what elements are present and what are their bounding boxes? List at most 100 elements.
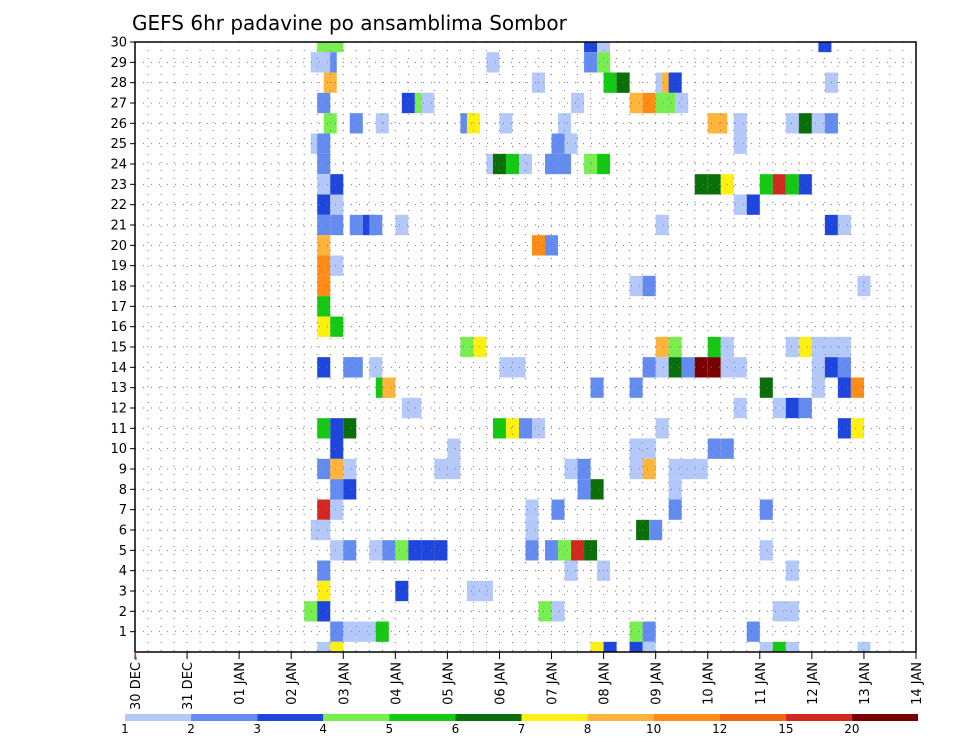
x-axis-start-marker bbox=[134, 651, 137, 661]
colorbar-swatch bbox=[389, 714, 456, 721]
heatmap-cell bbox=[551, 601, 565, 622]
heatmap-cell bbox=[317, 42, 331, 53]
heatmap-cell bbox=[642, 621, 656, 642]
heatmap-cell bbox=[629, 92, 643, 114]
y-tick-label: 30 bbox=[110, 36, 127, 51]
heatmap-cell bbox=[538, 601, 552, 622]
heatmap-cell bbox=[772, 601, 786, 622]
heatmap-cell bbox=[343, 540, 357, 561]
heatmap-cell bbox=[551, 499, 565, 520]
heatmap-cell bbox=[785, 174, 799, 195]
heatmap-cell bbox=[317, 418, 331, 439]
heatmap-cell bbox=[759, 377, 773, 398]
heatmap-cell bbox=[629, 438, 643, 459]
heatmap-cell bbox=[317, 174, 331, 195]
x-axis: 30 DEC 31 DEC 01 JAN 02 JAN 03 JAN 04 JAN 05 J… bbox=[129, 651, 925, 710]
heatmap-cell bbox=[466, 580, 480, 602]
heatmap-cell bbox=[317, 133, 331, 154]
heatmap-cell bbox=[597, 153, 611, 175]
heatmap-cell bbox=[759, 499, 773, 520]
heatmap-cell bbox=[330, 418, 344, 439]
heatmap-cell bbox=[408, 540, 422, 561]
heatmap-cell bbox=[558, 113, 572, 134]
y-tick-label: 12 bbox=[110, 402, 127, 417]
heatmap-cell bbox=[629, 641, 643, 652]
heatmap-cell bbox=[317, 296, 331, 317]
heatmap-cell bbox=[785, 601, 799, 622]
heatmap-cell bbox=[590, 479, 604, 500]
heatmap-cell bbox=[655, 418, 669, 439]
colorbar-swatch bbox=[191, 714, 258, 721]
y-tick-label: 22 bbox=[110, 198, 127, 213]
heatmap-cell bbox=[421, 92, 435, 114]
colorbar-label: 4 bbox=[319, 722, 327, 736]
colorbar-swatch bbox=[257, 714, 324, 721]
heatmap-cell bbox=[707, 336, 721, 358]
heatmap-cell bbox=[518, 153, 533, 175]
colorbar: 1 2 3 4 5 6 7 8 10 12 15 20 bbox=[121, 714, 918, 736]
heatmap-cell bbox=[629, 458, 643, 480]
heatmap-cell bbox=[668, 458, 682, 480]
colorbar-label: 12 bbox=[712, 722, 727, 736]
heatmap-cell bbox=[597, 42, 611, 53]
heatmap-cell bbox=[642, 641, 656, 652]
heatmap-cell bbox=[525, 519, 539, 541]
y-tick-label: 27 bbox=[110, 97, 127, 112]
heatmap-cell bbox=[798, 174, 812, 195]
y-tick-label: 8 bbox=[119, 483, 127, 498]
heatmap-cell bbox=[746, 621, 760, 642]
y-tick-label: 17 bbox=[110, 300, 127, 315]
colorbar-label: 10 bbox=[646, 722, 661, 736]
colorbar-label: 6 bbox=[452, 722, 460, 736]
y-tick-label: 5 bbox=[119, 544, 127, 559]
heatmap-cell bbox=[564, 133, 578, 154]
heatmap-cell bbox=[505, 418, 519, 439]
heatmap-cell bbox=[668, 479, 682, 500]
heatmap-cell bbox=[317, 214, 331, 236]
heatmap-cell bbox=[772, 641, 786, 652]
y-tick-label: 1 bbox=[119, 625, 127, 640]
heatmap-cell bbox=[492, 153, 506, 175]
heatmap-cell bbox=[317, 357, 331, 378]
heatmap-cell bbox=[850, 418, 864, 439]
heatmap-cell bbox=[785, 641, 799, 652]
heatmap-cell bbox=[395, 214, 409, 236]
x-tick-label: 10 JAN bbox=[702, 662, 717, 705]
colorbar-label: 1 bbox=[121, 722, 129, 736]
heatmap-cell bbox=[772, 174, 786, 195]
heatmap-cell bbox=[668, 336, 682, 358]
heatmap-cell bbox=[330, 621, 344, 642]
x-tick-label: 03 JAN bbox=[337, 662, 352, 705]
x-tick-label: 30 DEC bbox=[129, 662, 144, 710]
y-tick-label: 19 bbox=[110, 259, 127, 274]
y-tick-label: 23 bbox=[110, 178, 127, 193]
heatmap-cell bbox=[421, 540, 435, 561]
heatmap-cell bbox=[707, 438, 721, 459]
colorbar-label: 8 bbox=[584, 722, 592, 736]
y-tick-label: 29 bbox=[110, 56, 127, 71]
heatmap-cell bbox=[759, 174, 773, 195]
heatmap-cell bbox=[636, 519, 650, 541]
heatmap-cell bbox=[785, 113, 799, 134]
heatmap-cell bbox=[317, 235, 331, 256]
heatmap-cell bbox=[330, 479, 344, 500]
heatmap-cell bbox=[330, 438, 344, 459]
y-tick-label: 18 bbox=[110, 280, 127, 295]
heatmap-cell bbox=[798, 397, 812, 419]
y-tick-label: 16 bbox=[110, 320, 127, 335]
heatmap-cell bbox=[317, 255, 331, 276]
heatmap-cells bbox=[304, 42, 871, 652]
heatmap-cell bbox=[330, 214, 344, 236]
heatmap-cell bbox=[330, 174, 344, 195]
heatmap-cell bbox=[466, 113, 480, 134]
colorbar-label: 5 bbox=[386, 722, 394, 736]
heatmap-cell bbox=[707, 357, 721, 378]
heatmap-cell bbox=[642, 438, 656, 459]
heatmap-cell bbox=[479, 580, 493, 602]
x-tick-label: 01 JAN bbox=[233, 662, 248, 705]
heatmap-cell bbox=[590, 641, 604, 652]
y-tick-label: 20 bbox=[110, 239, 127, 254]
heatmap-cell bbox=[733, 113, 747, 134]
heatmap-cell bbox=[597, 52, 611, 73]
heatmap-cell bbox=[349, 357, 363, 378]
